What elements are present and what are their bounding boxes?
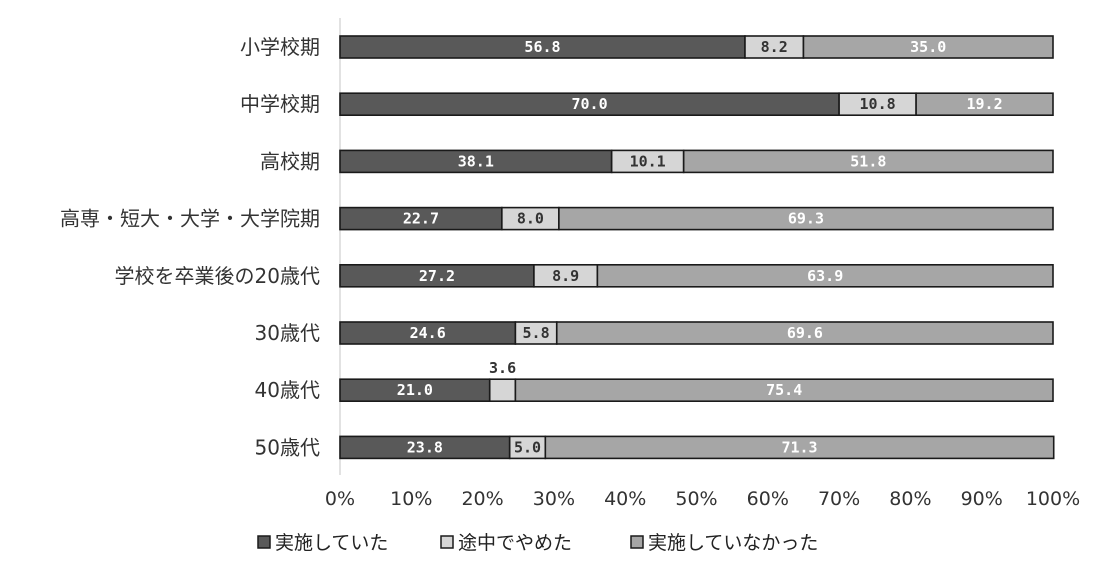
bar-segment: [514, 378, 1054, 403]
data-label: 70.0: [571, 95, 607, 113]
bar-segment: [544, 435, 1055, 460]
category-label: 高校期: [260, 149, 320, 173]
bar-segment: [555, 321, 1054, 345]
data-label: 27.2: [419, 267, 455, 285]
category-label: 小学校期: [240, 35, 320, 59]
x-tick-label: 60%: [747, 488, 789, 510]
data-label: 35.0: [910, 38, 946, 56]
x-tick-label: 10%: [390, 488, 432, 510]
data-label: 5.8: [523, 324, 550, 342]
bar-segment: [915, 92, 1054, 116]
x-tick-label: 100%: [1026, 488, 1080, 510]
x-axis-tick-labels: 0% 10% 20% 30% 40% 50% 60% 70% 80% 90% 100%: [325, 488, 1080, 510]
legend-label: 実施していなかった: [648, 532, 818, 554]
category-label: 30歳代: [255, 321, 320, 345]
x-tick-label: 20%: [461, 488, 503, 510]
x-tick-label: 90%: [961, 488, 1003, 510]
data-label: 56.8: [524, 38, 560, 56]
category-label: 40歳代: [255, 378, 320, 402]
x-tick-label: 70%: [818, 488, 860, 510]
category-label: 学校を卒業後の20歳代: [115, 264, 320, 288]
data-label: 71.3: [781, 438, 817, 456]
x-tick-label: 80%: [889, 488, 931, 510]
legend: 実施していた 途中でやめた 実施していなかった: [257, 532, 818, 554]
data-label: 75.4: [766, 381, 802, 399]
legend-swatch: [630, 535, 644, 549]
bar-segment: [596, 263, 1054, 288]
data-label: 8.9: [552, 267, 579, 285]
data-label: 21.0: [397, 381, 433, 399]
data-label: 10.8: [860, 95, 896, 113]
data-label: 69.3: [788, 210, 824, 228]
data-label: 5.0: [514, 438, 541, 456]
category-label: 50歳代: [255, 435, 320, 459]
data-label: 51.8: [850, 152, 886, 170]
x-tick-label: 0%: [325, 488, 355, 510]
category-label: 中学校期: [240, 92, 320, 116]
data-label: 3.6: [489, 359, 516, 377]
legend-swatch: [257, 535, 271, 549]
legend-label: 途中でやめた: [458, 532, 572, 554]
data-label: 24.6: [410, 324, 446, 342]
data-label: 19.2: [966, 95, 1002, 113]
data-label: 8.0: [517, 210, 544, 228]
data-label: 69.6: [787, 324, 823, 342]
data-label: 38.1: [458, 152, 494, 170]
bar-segment: [802, 35, 1054, 59]
bar-segment: [488, 378, 517, 403]
legend-label: 実施していた: [275, 532, 388, 554]
data-label: 22.7: [403, 210, 439, 228]
x-tick-label: 50%: [675, 488, 717, 510]
x-tick-label: 30%: [533, 488, 575, 510]
legend-swatch: [440, 535, 454, 549]
category-label: 高専・短大・大学・大学院期: [60, 207, 320, 231]
x-tick-label: 40%: [604, 488, 646, 510]
data-label: 8.2: [761, 38, 788, 56]
bar-segment: [558, 206, 1054, 231]
data-label: 63.9: [807, 267, 843, 285]
bars-group: 56.8 8.2 35.0 70.0 10.8 19.2 38.1 10.1 51.8 22.7 8…: [339, 35, 1055, 460]
data-label: 23.8: [407, 438, 443, 456]
data-label: 10.1: [630, 152, 666, 170]
bar-segment: [682, 149, 1054, 174]
